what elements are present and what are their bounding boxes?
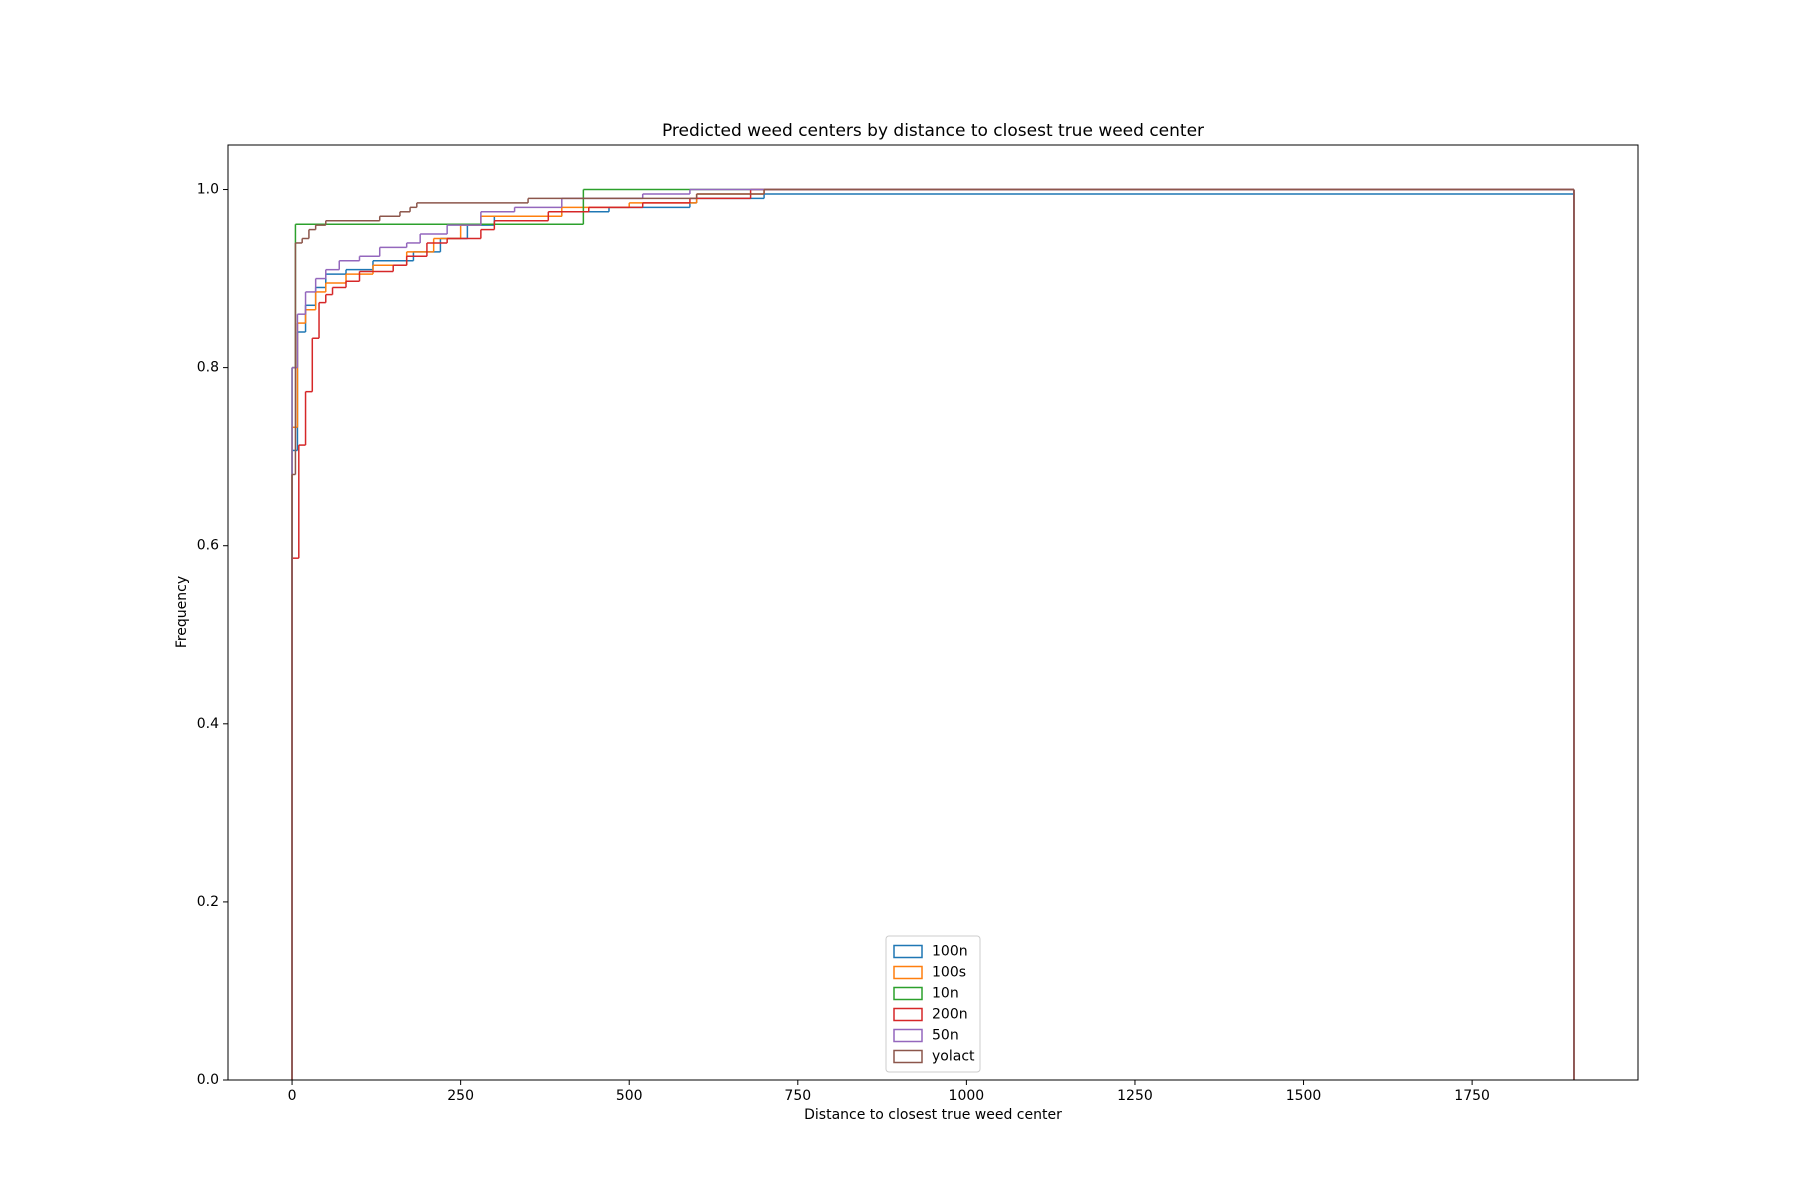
legend-label: 100n [932,944,968,960]
x-tick-label: 250 [447,1088,474,1104]
legend-swatch [893,1007,923,1022]
y-axis-label: Frequency [174,576,190,648]
legend-swatch [893,944,923,959]
legend-swatch [893,1049,923,1064]
x-tick-label: 500 [616,1088,643,1104]
legend-box [885,935,981,1073]
legend: 100n 100s 10n 200n 50n yolact [885,935,981,1073]
y-tick-label: 0.6 [197,538,219,554]
legend-label: 100s [932,965,966,981]
chart-title: Predicted weed centers by distance to cl… [662,121,1204,141]
series-outline [291,188,1575,1080]
x-tick-label: 750 [784,1088,811,1104]
y-tick-label: 0.8 [197,360,219,376]
x-axis-label: Distance to closest true weed center [804,1107,1062,1123]
legend-label: yolact [932,1049,975,1065]
legend-swatch [893,965,923,980]
y-tick-label: 1.0 [197,182,219,198]
y-tick-label: 0.2 [197,894,219,910]
x-tick-label: 1750 [1454,1088,1490,1104]
y-tick-label: 0.0 [197,1072,219,1088]
x-tick-label: 1000 [949,1088,985,1104]
legend-label: 10n [932,986,959,1002]
legend-label: 200n [932,1007,968,1023]
legend-swatch [893,1028,923,1043]
x-tick-label: 1250 [1117,1088,1153,1104]
x-tick-label: 0 [288,1088,297,1104]
y-tick-label: 0.4 [197,716,219,732]
legend-label: 50n [932,1028,959,1044]
legend-swatch [893,986,923,1001]
plot-frame [227,144,1639,1081]
x-tick-label: 1500 [1286,1088,1322,1104]
